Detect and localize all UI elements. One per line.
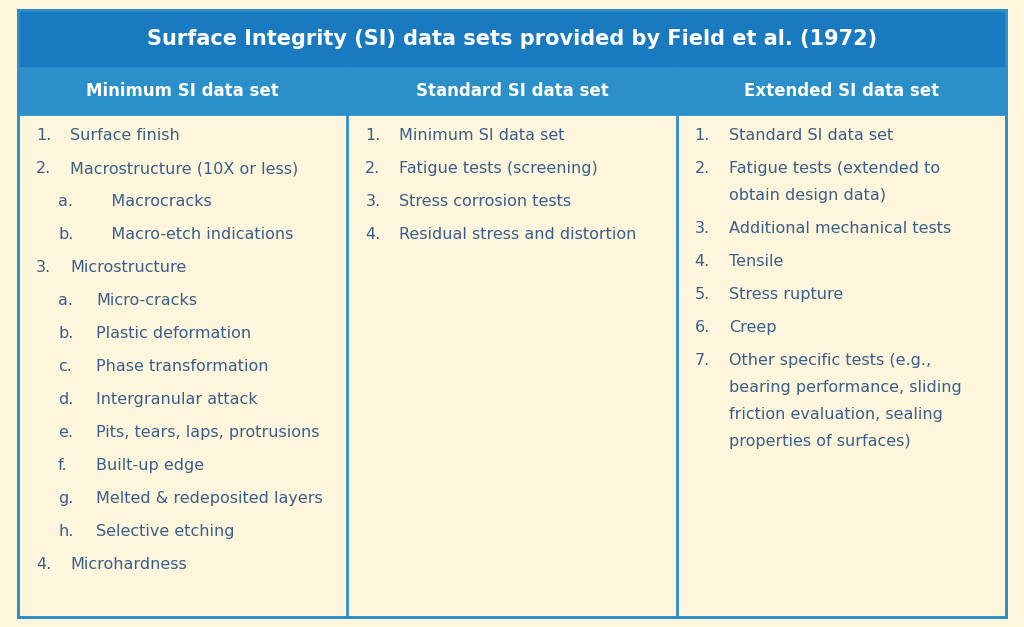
- Text: Minimum SI data set: Minimum SI data set: [86, 82, 280, 100]
- Text: Surface Integrity (SI) data sets provided by Field et al. (1972): Surface Integrity (SI) data sets provide…: [146, 29, 878, 49]
- Text: Stress rupture: Stress rupture: [729, 287, 843, 302]
- Text: 4.: 4.: [366, 227, 381, 242]
- Text: f.: f.: [58, 458, 68, 473]
- Text: Melted & redeposited layers: Melted & redeposited layers: [96, 491, 323, 506]
- Text: 3.: 3.: [694, 221, 710, 236]
- Text: 4.: 4.: [694, 254, 710, 269]
- Text: g.: g.: [58, 491, 74, 506]
- Text: h.: h.: [58, 524, 74, 539]
- Text: friction evaluation, sealing: friction evaluation, sealing: [729, 407, 942, 422]
- Text: 3.: 3.: [366, 194, 381, 209]
- Text: Standard SI data set: Standard SI data set: [416, 82, 608, 100]
- Text: Additional mechanical tests: Additional mechanical tests: [729, 221, 951, 236]
- Text: Standard SI data set: Standard SI data set: [729, 128, 893, 143]
- Text: Phase transformation: Phase transformation: [96, 359, 268, 374]
- Text: Pits, tears, laps, protrusions: Pits, tears, laps, protrusions: [96, 425, 319, 440]
- Text: c.: c.: [58, 359, 72, 374]
- Text: 1.: 1.: [694, 128, 710, 143]
- Text: 3.: 3.: [36, 260, 51, 275]
- Text: d.: d.: [58, 392, 74, 407]
- Text: 4.: 4.: [36, 557, 51, 572]
- Text: Extended SI data set: Extended SI data set: [743, 82, 939, 100]
- Text: Residual stress and distortion: Residual stress and distortion: [399, 227, 637, 242]
- Bar: [18, 10, 1006, 68]
- Text: Plastic deformation: Plastic deformation: [96, 326, 251, 341]
- Text: Tensile: Tensile: [729, 254, 783, 269]
- Text: obtain design data): obtain design data): [729, 188, 886, 203]
- Text: Fatigue tests (extended to: Fatigue tests (extended to: [729, 161, 940, 176]
- Text: Intergranular attack: Intergranular attack: [96, 392, 258, 407]
- Text: 2.: 2.: [694, 161, 710, 176]
- Text: Micro-cracks: Micro-cracks: [96, 293, 197, 308]
- Text: 6.: 6.: [694, 320, 710, 335]
- Text: Surface finish: Surface finish: [70, 128, 180, 143]
- Text: Built-up edge: Built-up edge: [96, 458, 204, 473]
- Text: 7.: 7.: [694, 353, 710, 368]
- Text: Microstructure: Microstructure: [70, 260, 186, 275]
- Text: 5.: 5.: [694, 287, 710, 302]
- Text: 1.: 1.: [366, 128, 381, 143]
- Bar: [18, 68, 1006, 114]
- Text: 1.: 1.: [36, 128, 51, 143]
- Text: Microhardness: Microhardness: [70, 557, 186, 572]
- Text: Macrostructure (10X or less): Macrostructure (10X or less): [70, 161, 298, 176]
- Text: 2.: 2.: [36, 161, 51, 176]
- Text: Macrocracks: Macrocracks: [96, 194, 212, 209]
- Text: a.: a.: [58, 194, 73, 209]
- Text: Minimum SI data set: Minimum SI data set: [399, 128, 565, 143]
- Text: Fatigue tests (screening): Fatigue tests (screening): [399, 161, 598, 176]
- Text: Macro-etch indications: Macro-etch indications: [96, 227, 293, 242]
- Text: b.: b.: [58, 326, 74, 341]
- Text: b.: b.: [58, 227, 74, 242]
- Text: Selective etching: Selective etching: [96, 524, 234, 539]
- Text: Creep: Creep: [729, 320, 776, 335]
- Text: a.: a.: [58, 293, 73, 308]
- Text: Other specific tests (e.g.,: Other specific tests (e.g.,: [729, 353, 931, 368]
- Text: bearing performance, sliding: bearing performance, sliding: [729, 380, 962, 395]
- Text: properties of surfaces): properties of surfaces): [729, 435, 910, 449]
- Text: 2.: 2.: [366, 161, 381, 176]
- Text: e.: e.: [58, 425, 73, 440]
- Text: Stress corrosion tests: Stress corrosion tests: [399, 194, 571, 209]
